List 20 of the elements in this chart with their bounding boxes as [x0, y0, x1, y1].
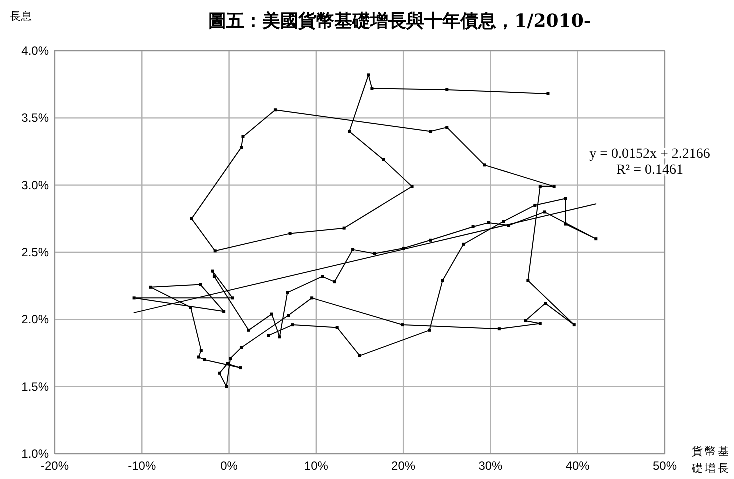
y-tick-label: 1.0% [22, 447, 50, 461]
x-tick-label: -20% [40, 459, 70, 473]
y-tick-label: 2.5% [22, 246, 50, 260]
x-axis-title: 貨幣基礎增長 [691, 445, 731, 475]
y-tick-label: 3.0% [22, 178, 50, 192]
y-tick-label: 2.0% [22, 312, 50, 327]
x-tick-label: 10% [304, 459, 329, 473]
y-tick-label: 4.0% [22, 44, 50, 58]
x-tick-label: -10% [128, 459, 156, 473]
x-tick-label: 50% [652, 459, 678, 473]
annotation: R² = 0.1461 [616, 163, 684, 178]
x-tick-label: 0% [220, 459, 238, 473]
y-tick-label: 1.5% [22, 380, 50, 394]
x-tick-label: 40% [566, 459, 590, 473]
annotation: y = 0.0152x + 2.2166 [590, 147, 710, 162]
y-tick-label: 3.5% [22, 111, 50, 126]
x-tick-label: 30% [478, 459, 504, 473]
x-tick-label: 20% [392, 459, 416, 473]
chart-title: 圖五：美國貨幣基礎增長與十年債息，1/2010- [208, 11, 592, 32]
y-axis-title: 長息 [10, 10, 32, 23]
